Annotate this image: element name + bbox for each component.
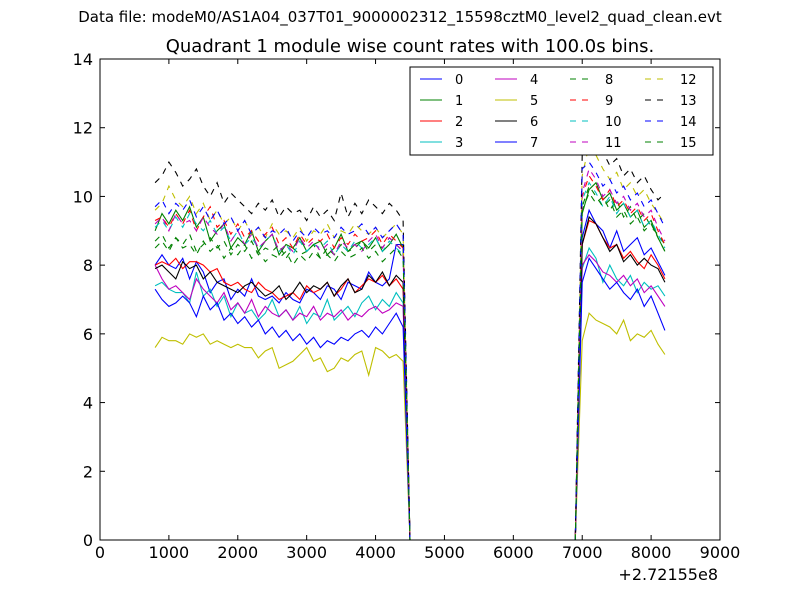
legend-label-9: 9 bbox=[605, 94, 613, 109]
chart-title: Quadrant 1 module wise count rates with … bbox=[165, 36, 655, 57]
x-tick-label: 7000 bbox=[562, 543, 603, 562]
x-tick-label: 9000 bbox=[700, 543, 741, 562]
legend-box bbox=[409, 66, 714, 156]
data-file-title: Data file: modeM0/AS1A04_037T01_90000023… bbox=[78, 8, 722, 26]
y-tick-label: 2 bbox=[83, 462, 93, 481]
legend-label-8: 8 bbox=[605, 73, 613, 88]
x-offset-label: +2.72155e8 bbox=[618, 565, 718, 584]
legend-label-4: 4 bbox=[530, 73, 538, 88]
series-line-6 bbox=[154, 215, 666, 541]
series-line-5 bbox=[154, 312, 666, 541]
x-tick-label: 5000 bbox=[424, 543, 465, 562]
legend-label-10: 10 bbox=[605, 115, 622, 130]
series-line-12 bbox=[154, 143, 666, 541]
x-tick-label: 2000 bbox=[217, 543, 258, 562]
x-tick-label: 0 bbox=[95, 543, 105, 562]
legend-label-12: 12 bbox=[680, 73, 697, 88]
series-line-7 bbox=[154, 257, 666, 541]
series-line-3 bbox=[154, 246, 666, 541]
plot-frame bbox=[99, 58, 721, 541]
axis-ticks: 0 1000 2000 3000 4000 5000 6000 7000 8000 9000 0 2 4… bbox=[73, 50, 741, 562]
x-tick-label: 8000 bbox=[631, 543, 672, 562]
legend-label-15: 15 bbox=[680, 136, 697, 151]
y-tick-label: 14 bbox=[73, 50, 93, 69]
y-tick-label: 6 bbox=[83, 325, 93, 344]
series-line-2 bbox=[154, 219, 666, 541]
series-line-1 bbox=[154, 181, 666, 541]
series-line-9 bbox=[154, 174, 666, 541]
x-tick-label: 3000 bbox=[286, 543, 327, 562]
series-line-13 bbox=[154, 111, 666, 541]
y-tick-label: 12 bbox=[73, 119, 93, 138]
x-tick-label: 4000 bbox=[355, 543, 396, 562]
y-tick-label: 8 bbox=[83, 256, 93, 275]
legend-label-14: 14 bbox=[680, 115, 697, 130]
x-tick-label: 6000 bbox=[493, 543, 534, 562]
legend-label-13: 13 bbox=[680, 94, 697, 109]
legend-label-6: 6 bbox=[530, 115, 538, 130]
y-tick-label: 0 bbox=[83, 531, 93, 550]
x-tick-label: 1000 bbox=[149, 543, 190, 562]
legend-label-0: 0 bbox=[455, 73, 463, 88]
series-lines bbox=[154, 111, 666, 541]
y-tick-label: 4 bbox=[83, 394, 93, 413]
legend-label-1: 1 bbox=[455, 94, 463, 109]
legend-label-11: 11 bbox=[605, 136, 622, 151]
series-line-10 bbox=[154, 181, 666, 541]
legend-label-5: 5 bbox=[530, 94, 538, 109]
legend-label-2: 2 bbox=[455, 115, 463, 130]
y-tick-label: 10 bbox=[73, 187, 93, 206]
legend-label-3: 3 bbox=[455, 136, 463, 151]
series-line-8 bbox=[154, 191, 666, 541]
legend-label-7: 7 bbox=[530, 136, 538, 151]
